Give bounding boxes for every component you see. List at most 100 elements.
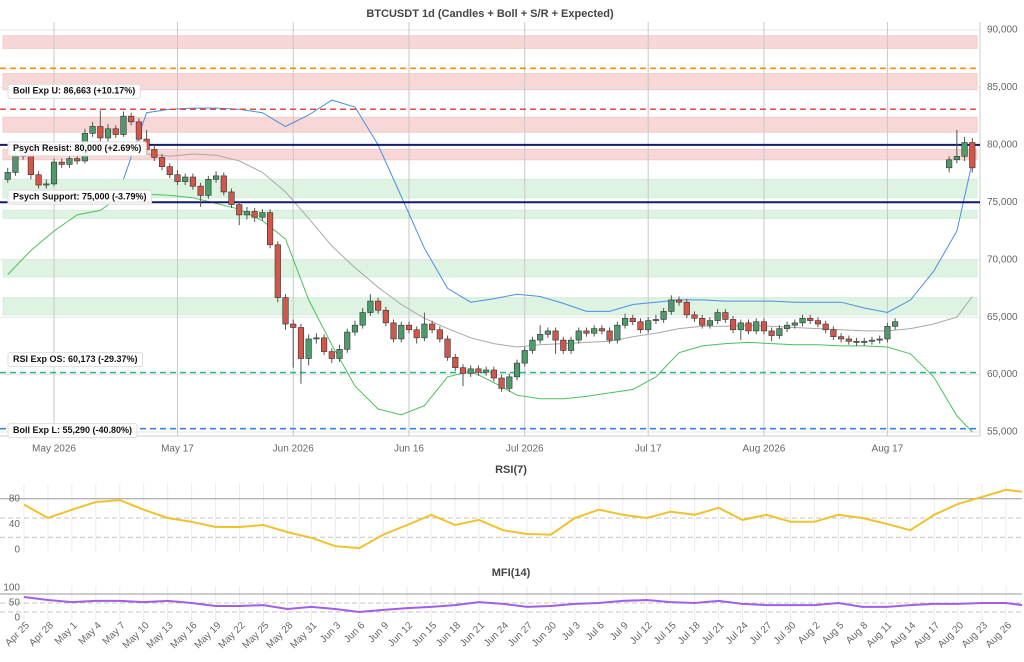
candle-body (12, 156, 19, 173)
x-tick-label: Jul 6 (584, 620, 607, 643)
y-tick-label: 60,000 (987, 369, 1018, 380)
candle-body (35, 174, 42, 186)
x-tick-label: Jul 24 (724, 620, 751, 647)
x-tick-label: May 17 (161, 444, 194, 455)
x-tick-label: Jul 27 (748, 620, 775, 647)
candle-body (128, 115, 135, 123)
resistance-zone (2, 148, 978, 161)
candle-body (660, 311, 667, 320)
x-tick-label: Aug 5 (820, 620, 847, 647)
candle-body (537, 334, 544, 341)
candle-body (297, 327, 305, 359)
resistance-zone (2, 73, 978, 91)
candle-body (321, 337, 328, 352)
x-tick-label: May 2026 (32, 444, 76, 455)
x-tick-label: Jul 12 (628, 620, 655, 647)
candle-body (212, 175, 220, 180)
x-tick-label: May 1 (53, 620, 80, 647)
candle-body (814, 320, 822, 325)
candle-body (158, 157, 166, 167)
candle-body (4, 172, 11, 180)
y-tick-label: 0 (14, 545, 20, 556)
x-tick-label: Jun 27 (506, 620, 535, 649)
candle-body (699, 317, 706, 326)
candle-body (112, 128, 119, 135)
candle-body (776, 328, 783, 336)
candle-body (205, 179, 212, 196)
x-tick-label: Jul 17 (635, 444, 662, 455)
y-tick-label: 80,000 (987, 139, 1018, 150)
candle-body (182, 176, 189, 182)
candle-body (436, 329, 443, 340)
candle-body (444, 338, 451, 358)
candle-body (513, 362, 521, 378)
candle-body (706, 320, 713, 326)
candle-body (853, 340, 860, 343)
band-line (123, 150, 973, 348)
indicator-line (23, 488, 1023, 550)
x-tick-label: Jun 12 (386, 620, 415, 649)
y-tick-label: 85,000 (987, 82, 1018, 93)
candle-body (313, 337, 320, 340)
candle-body (490, 369, 497, 379)
level-label-box (7, 189, 153, 205)
y-tick-label: 50 (9, 598, 21, 609)
candle-body (336, 349, 343, 359)
x-tick-label: Jul 30 (772, 620, 799, 647)
indicator-line (23, 596, 1023, 614)
candle-body (722, 312, 729, 320)
candle-body (884, 326, 891, 340)
candle-body (591, 328, 598, 334)
candle-body (228, 191, 235, 205)
candle-body (729, 319, 737, 331)
x-tick-label: Jul 18 (676, 620, 703, 647)
candle-body (529, 339, 536, 351)
band-line (123, 99, 973, 314)
support-zone (2, 209, 978, 219)
candle-body (575, 330, 582, 341)
x-tick-label: Jun 21 (458, 620, 487, 649)
candle-body (120, 115, 127, 135)
support-zone (2, 259, 978, 278)
chart-title: MFI(14) (492, 567, 531, 579)
y-tick-label: 100 (3, 583, 20, 594)
candle-body (166, 166, 173, 176)
candle-body (97, 126, 104, 139)
candle-body (328, 351, 335, 359)
candle-body (753, 321, 760, 332)
candle-body (961, 142, 968, 157)
candle-body (629, 317, 636, 323)
candle-body (66, 158, 73, 165)
band-line (7, 193, 973, 433)
candle-body (946, 159, 953, 169)
y-tick-label: 90,000 (987, 25, 1018, 36)
candle-body (74, 158, 81, 162)
candle-body (151, 149, 158, 158)
candle-body (174, 174, 181, 182)
candle-body (243, 211, 251, 216)
level-label: Psych Support: 75,000 (-3.79%) (13, 192, 147, 202)
level-label: Boll Exp U: 86,663 (+10.17%) (13, 86, 135, 96)
candle-body (876, 338, 883, 341)
candle-body (868, 339, 876, 342)
x-tick-label: Jun 16 (394, 444, 424, 455)
candle-body (452, 357, 459, 368)
candle-body (506, 376, 513, 389)
candle-body (807, 317, 814, 321)
candle-body (344, 331, 351, 350)
candle-body (405, 324, 413, 331)
x-tick-label: Jun 2026 (273, 444, 315, 455)
candle-body (197, 185, 204, 196)
y-tick-label: 75,000 (987, 197, 1018, 208)
candle-body (799, 317, 806, 324)
chart-title: RSI(7) (495, 464, 527, 476)
candle-body (398, 324, 405, 340)
candle-body (413, 329, 420, 339)
x-tick-label: Apr 28 (27, 620, 56, 649)
y-tick-label: 40 (9, 519, 21, 530)
resistance-zone (2, 35, 978, 49)
candle-body (768, 330, 775, 336)
candle-body (583, 330, 590, 334)
candle-body (745, 322, 752, 332)
